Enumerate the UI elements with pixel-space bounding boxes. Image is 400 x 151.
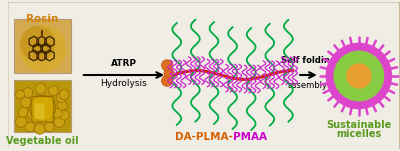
Circle shape (28, 109, 38, 120)
FancyBboxPatch shape (35, 103, 44, 119)
Circle shape (25, 122, 35, 132)
Circle shape (52, 108, 62, 118)
Text: Rosin: Rosin (26, 14, 59, 24)
Circle shape (56, 93, 66, 102)
Circle shape (57, 100, 67, 110)
Circle shape (59, 110, 69, 120)
Circle shape (44, 96, 54, 106)
Text: Hydrolysis: Hydrolysis (100, 79, 147, 88)
FancyBboxPatch shape (7, 2, 400, 150)
Circle shape (44, 122, 54, 132)
Circle shape (41, 110, 50, 120)
Text: Self folding: Self folding (280, 56, 336, 65)
Text: Sustainable: Sustainable (326, 120, 392, 130)
Circle shape (30, 96, 55, 121)
Circle shape (326, 43, 392, 109)
Circle shape (33, 96, 43, 105)
Text: Vegetable oil: Vegetable oil (6, 136, 79, 146)
Text: ATRP: ATRP (111, 59, 137, 68)
Circle shape (162, 60, 172, 71)
Circle shape (19, 25, 66, 72)
FancyBboxPatch shape (32, 96, 54, 122)
Circle shape (20, 26, 55, 61)
Circle shape (23, 88, 33, 98)
Circle shape (21, 97, 31, 108)
Text: assembly: assembly (288, 81, 328, 90)
Circle shape (164, 68, 174, 78)
Text: PMAA: PMAA (232, 132, 266, 142)
Circle shape (34, 124, 45, 134)
Circle shape (346, 63, 372, 89)
Text: DA-PLMA-: DA-PLMA- (175, 132, 232, 142)
Circle shape (162, 76, 172, 86)
Circle shape (18, 107, 28, 117)
Circle shape (48, 86, 58, 96)
Circle shape (16, 117, 26, 127)
FancyBboxPatch shape (14, 80, 71, 132)
Circle shape (54, 117, 65, 127)
Text: micelles: micelles (336, 129, 382, 139)
Circle shape (334, 51, 384, 101)
FancyBboxPatch shape (14, 19, 71, 73)
Circle shape (35, 83, 46, 94)
Circle shape (16, 90, 24, 99)
Circle shape (59, 90, 69, 100)
